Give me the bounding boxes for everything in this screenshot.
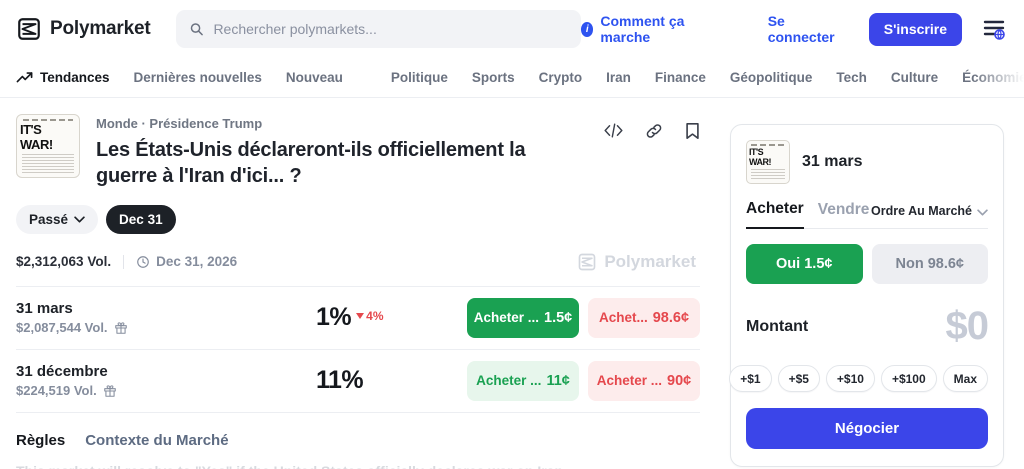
outcome-row-31-decembre: 31 décembre $224,519 Vol. 11% Acheter ..… bbox=[16, 350, 700, 413]
outcome-change: 4% bbox=[356, 309, 383, 323]
nav-item-sports[interactable]: Sports bbox=[471, 70, 515, 85]
outcome-volume: $224,519 Vol. bbox=[16, 383, 316, 398]
outcome-name: 31 décembre bbox=[16, 363, 108, 381]
bookmark-icon[interactable] bbox=[685, 122, 700, 140]
chevron-down-icon bbox=[977, 209, 988, 216]
yes-no-row: Oui 1.5¢ Non 98.6¢ bbox=[746, 244, 988, 284]
outcome-chance: 1% bbox=[316, 303, 352, 332]
watermark-logo-icon bbox=[578, 253, 596, 271]
buy-yes-button[interactable]: Acheter ... 1.5¢ bbox=[467, 297, 579, 338]
chevron-down-icon bbox=[74, 216, 85, 223]
nav-item-finance[interactable]: Finance bbox=[654, 70, 706, 85]
past-filter-dropdown[interactable]: Passé bbox=[16, 204, 99, 234]
end-date: Dec 31, 2026 bbox=[136, 254, 237, 269]
market-actions bbox=[604, 114, 700, 190]
outcome-chance: 11% bbox=[316, 366, 364, 395]
rules-preview-text: This market will resolve to "Yes" if the… bbox=[16, 463, 700, 469]
top-bar: Polymarket i Comment ça marche Se connec… bbox=[0, 0, 1024, 58]
nav-item-nouveau[interactable]: Nouveau bbox=[285, 70, 343, 85]
search-bar[interactable] bbox=[176, 10, 582, 48]
how-it-works-link[interactable]: i Comment ça marche bbox=[581, 13, 714, 45]
buy-no-button[interactable]: Achet... 98.6¢ bbox=[588, 297, 700, 338]
nav-item-economie[interactable]: Économie bbox=[962, 70, 1024, 85]
outcomes-table: 31 mars $2,087,544 Vol. 1% 4% bbox=[16, 285, 700, 413]
gift-icon[interactable] bbox=[114, 321, 128, 335]
copy-link-icon[interactable] bbox=[645, 122, 663, 140]
amount-chips: +$1 +$5 +$10 +$100 Max bbox=[729, 365, 988, 392]
nav-item-culture[interactable]: Culture bbox=[890, 70, 939, 85]
order-type-dropdown[interactable]: Ordre Au Marché bbox=[871, 204, 988, 228]
add-100-chip[interactable]: +$100 bbox=[880, 365, 937, 392]
filter-row: Passé Dec 31 bbox=[16, 204, 700, 234]
main-content: IT'S WAR! Monde · Présidence Trump Les É… bbox=[0, 98, 1024, 469]
nav-item-crypto[interactable]: Crypto bbox=[538, 70, 583, 85]
buy-yes-button[interactable]: Acheter ... 11¢ bbox=[467, 360, 579, 401]
add-1-chip[interactable]: +$1 bbox=[729, 365, 772, 392]
amount-value[interactable]: $0 bbox=[945, 304, 989, 348]
total-volume: $2,312,063 Vol. bbox=[16, 254, 112, 270]
polymarket-logo[interactable]: Polymarket bbox=[16, 16, 151, 42]
outcome-name: 31 mars bbox=[16, 300, 73, 318]
nav-item-politique[interactable]: Politique bbox=[390, 70, 448, 85]
oui-button[interactable]: Oui 1.5¢ bbox=[746, 244, 863, 284]
nav-item-tech[interactable]: Tech bbox=[836, 70, 867, 85]
nav-item-iran[interactable]: Iran bbox=[606, 70, 631, 85]
trade-tabs: Acheter Vendre Ordre Au Marché bbox=[746, 200, 988, 229]
tab-regles[interactable]: Règles bbox=[16, 431, 66, 449]
search-input[interactable] bbox=[213, 21, 569, 37]
login-link[interactable]: Se connecter bbox=[767, 13, 835, 45]
trade-panel-thumbnail: IT'S WAR! bbox=[746, 140, 790, 184]
menu-globe-icon[interactable] bbox=[982, 18, 1006, 40]
amount-label: Montant bbox=[746, 317, 809, 335]
gift-icon[interactable] bbox=[103, 384, 117, 398]
date-pill[interactable]: Dec 31 bbox=[106, 204, 176, 234]
buy-no-button[interactable]: Acheter ... 90¢ bbox=[588, 360, 700, 401]
market-thumbnail: IT'S WAR! bbox=[16, 114, 80, 178]
search-icon bbox=[191, 23, 204, 36]
brand-name: Polymarket bbox=[50, 18, 151, 39]
nav-item-tendances[interactable]: Tendances bbox=[16, 70, 110, 85]
clock-icon bbox=[137, 255, 149, 268]
trade-panel-title: 31 mars bbox=[802, 153, 863, 170]
market-column: IT'S WAR! Monde · Présidence Trump Les É… bbox=[16, 114, 700, 469]
market-meta: $2,312,063 Vol. Dec 31, 2026 Polymarket bbox=[16, 252, 700, 272]
category-nav: Tendances Dernières nouvelles Nouveau Po… bbox=[0, 58, 1024, 98]
down-arrow-icon bbox=[356, 313, 365, 320]
top-right-actions: i Comment ça marche Se connecter S'inscr… bbox=[581, 12, 1006, 46]
tab-acheter[interactable]: Acheter bbox=[746, 200, 804, 229]
market-header: IT'S WAR! Monde · Présidence Trump Les É… bbox=[16, 114, 700, 190]
how-it-works-label: Comment ça marche bbox=[600, 13, 685, 45]
add-10-chip[interactable]: +$10 bbox=[825, 365, 875, 392]
max-chip[interactable]: Max bbox=[942, 365, 988, 392]
nav-item-geopolitique[interactable]: Géopolitique bbox=[729, 70, 813, 85]
trending-icon bbox=[16, 71, 33, 82]
tab-vendre[interactable]: Vendre bbox=[817, 201, 870, 218]
market-info: Monde · Présidence Trump Les États-Unis … bbox=[96, 114, 588, 190]
signup-button[interactable]: S'inscrire bbox=[868, 12, 962, 46]
amount-row: Montant $0 bbox=[746, 304, 989, 349]
embed-icon[interactable] bbox=[604, 122, 623, 139]
outcome-row-31-mars: 31 mars $2,087,544 Vol. 1% 4% bbox=[16, 287, 700, 350]
breadcrumb[interactable]: Monde · Présidence Trump bbox=[96, 116, 263, 131]
non-button[interactable]: Non 98.6¢ bbox=[871, 244, 988, 284]
outcome-volume: $2,087,544 Vol. bbox=[16, 320, 316, 335]
polymarket-logo-icon bbox=[18, 18, 40, 40]
trade-panel-header: IT'S WAR! 31 mars bbox=[746, 140, 988, 184]
info-icon: i bbox=[581, 21, 594, 37]
add-5-chip[interactable]: +$5 bbox=[777, 365, 820, 392]
meta-divider bbox=[123, 254, 125, 269]
trade-panel: IT'S WAR! 31 mars Acheter Vendre Ordre A… bbox=[729, 124, 1004, 467]
market-title: Les États-Unis déclareront-ils officiell… bbox=[96, 139, 526, 188]
polymarket-watermark: Polymarket bbox=[577, 252, 700, 272]
tab-contexte-du-marche[interactable]: Contexte du Marché bbox=[85, 431, 229, 449]
negocier-button[interactable]: Négocier bbox=[746, 408, 988, 449]
rules-tabs: Règles Contexte du Marché bbox=[16, 432, 700, 449]
nav-item-dernieres-nouvelles[interactable]: Dernières nouvelles bbox=[133, 70, 262, 85]
